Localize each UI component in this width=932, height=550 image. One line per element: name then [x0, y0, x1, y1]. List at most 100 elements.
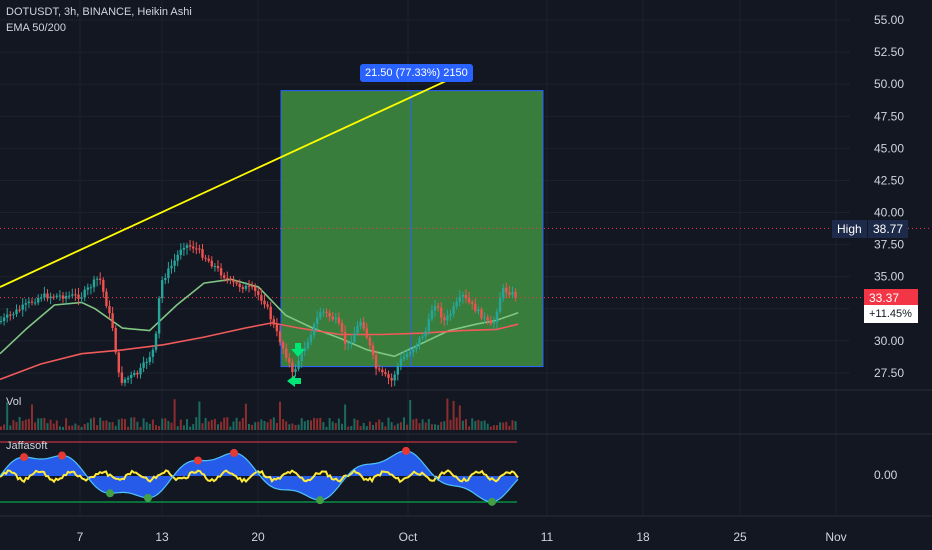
volume-bar: [105, 420, 108, 430]
volume-bar: [279, 401, 281, 430]
volume-bar: [18, 417, 21, 430]
candle-body: [77, 294, 80, 299]
candle-body: [49, 296, 52, 299]
volume-bar: [251, 424, 254, 430]
volume-bar: [151, 419, 154, 430]
candle-body: [334, 317, 337, 320]
volume-bar: [6, 402, 9, 430]
x-tick-label: Oct: [399, 530, 418, 544]
x-tick-label: 13: [155, 530, 169, 544]
volume-bar: [155, 425, 157, 430]
osc-yellow-line: [0, 468, 519, 484]
candle-body: [241, 287, 244, 289]
volume-bar: [127, 426, 130, 430]
y-tick-label: 27.50: [874, 366, 904, 380]
candle-body: [312, 324, 316, 335]
volume-bar: [511, 420, 514, 430]
candle-body: [133, 372, 136, 375]
volume-bar: [455, 417, 458, 430]
candle-body: [436, 306, 440, 308]
volume-legend[interactable]: Vol: [6, 396, 22, 408]
candle-body: [80, 297, 83, 299]
volume-bar: [142, 418, 145, 430]
osc-top-dot: [230, 448, 238, 457]
candle-body: [192, 246, 195, 249]
high-tag: High: [832, 220, 867, 238]
y-tick-label: 30.00: [874, 334, 904, 348]
candle-body: [350, 341, 353, 343]
volume-bar: [344, 404, 347, 430]
volume-bar: [477, 419, 480, 430]
volume-bar: [440, 421, 443, 430]
candle-body: [303, 348, 306, 352]
candle-body: [52, 296, 55, 298]
candle-body: [365, 328, 368, 338]
volume-bar: [9, 425, 12, 430]
measure-label: 21.50 (77.33%) 2150: [360, 64, 473, 82]
oscillator-legend[interactable]: Jaffasoft: [6, 440, 48, 452]
volume-bar: [486, 423, 489, 430]
candle-body: [123, 379, 127, 383]
candle-body: [399, 358, 403, 367]
y-tick-label: 35.00: [874, 270, 904, 284]
volume-bar: [446, 398, 449, 430]
volume-bar: [356, 420, 359, 430]
volume-bar: [226, 417, 229, 430]
volume-bar: [257, 421, 260, 430]
candle-body: [207, 258, 210, 261]
candle-body: [219, 268, 223, 276]
volume-bar: [238, 421, 241, 430]
volume-bar: [353, 418, 356, 430]
volume-bar: [24, 419, 27, 430]
candle-body: [89, 287, 93, 289]
volume-bar: [496, 425, 498, 430]
x-tick-label: 20: [251, 530, 265, 544]
volume-bar: [406, 424, 409, 430]
candle-body: [384, 372, 387, 375]
candle-body: [362, 322, 365, 329]
volume-bar: [424, 422, 427, 430]
candle-body: [415, 344, 418, 349]
volume-bar: [58, 426, 61, 430]
volume-bar: [474, 420, 477, 430]
candle-body: [136, 372, 139, 375]
candle-body: [105, 291, 108, 306]
candle-body: [381, 369, 384, 373]
candle-body: [390, 377, 393, 381]
candle-body: [0, 320, 3, 322]
candle-body: [427, 319, 430, 332]
ema-legend[interactable]: EMA 50/200: [6, 22, 66, 34]
axis-ticks: 55.00 52.50 50.00 47.50 45.00 42.50 40.00 37.50…: [874, 13, 904, 482]
volume-bar: [297, 424, 300, 430]
candle-body: [95, 278, 99, 280]
candle-body: [12, 314, 15, 316]
volume-bar: [31, 404, 33, 430]
candle-body: [9, 314, 12, 316]
symbol-title[interactable]: DOTUSDT, 3h, BINANCE, Heikin Ashi: [6, 6, 192, 18]
volume-bar: [80, 426, 83, 430]
volume-bar: [223, 417, 226, 430]
candle-body: [343, 331, 347, 344]
candle-body: [114, 327, 117, 353]
volume-bar: [148, 423, 151, 430]
candle-body: [117, 352, 120, 373]
candle-body: [347, 342, 350, 344]
volume-bar: [430, 424, 433, 430]
last-price-tag: 33.37: [864, 289, 918, 307]
candle-body: [306, 341, 310, 349]
volume-bar: [458, 405, 461, 430]
volume-bar: [387, 417, 390, 430]
volume-bar: [285, 421, 288, 430]
volume-bar: [465, 419, 467, 430]
candle-body: [331, 316, 334, 320]
volume-bar: [288, 424, 291, 430]
volume-bar: [325, 426, 328, 430]
candle-body: [164, 277, 167, 281]
candle-body: [130, 374, 133, 378]
candle-body: [46, 293, 49, 299]
ema-lines: [0, 278, 519, 381]
volume-bar: [403, 417, 405, 430]
volume-bar: [68, 425, 71, 430]
volume-bar: [111, 422, 114, 430]
